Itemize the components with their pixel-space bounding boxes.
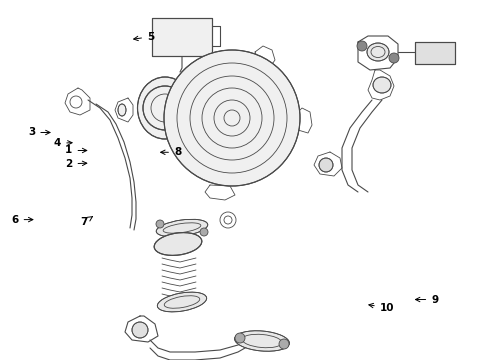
Text: 1: 1: [65, 145, 87, 156]
Text: 10: 10: [369, 303, 394, 313]
Circle shape: [389, 53, 399, 63]
Bar: [415, 42, 455, 64]
Ellipse shape: [235, 331, 290, 351]
Text: 5: 5: [134, 32, 154, 42]
Text: 7: 7: [80, 217, 93, 228]
Text: 3: 3: [28, 127, 50, 138]
Ellipse shape: [157, 292, 207, 312]
Circle shape: [357, 41, 367, 51]
Text: 2: 2: [65, 159, 87, 169]
Text: 4: 4: [54, 138, 72, 148]
Circle shape: [164, 50, 300, 186]
Ellipse shape: [118, 104, 126, 116]
Circle shape: [200, 228, 208, 236]
Text: 8: 8: [161, 147, 181, 157]
Circle shape: [156, 220, 164, 228]
Bar: [415, 42, 455, 64]
Circle shape: [143, 86, 187, 130]
Text: 9: 9: [416, 294, 439, 305]
Circle shape: [235, 333, 245, 343]
Ellipse shape: [373, 77, 391, 93]
Ellipse shape: [138, 77, 193, 139]
Circle shape: [279, 339, 289, 349]
Bar: [152, 18, 212, 56]
Text: 6: 6: [11, 215, 33, 225]
Ellipse shape: [154, 233, 202, 255]
Ellipse shape: [367, 43, 389, 61]
Bar: [152, 18, 212, 56]
Ellipse shape: [156, 219, 208, 237]
Circle shape: [132, 322, 148, 338]
Circle shape: [319, 158, 333, 172]
